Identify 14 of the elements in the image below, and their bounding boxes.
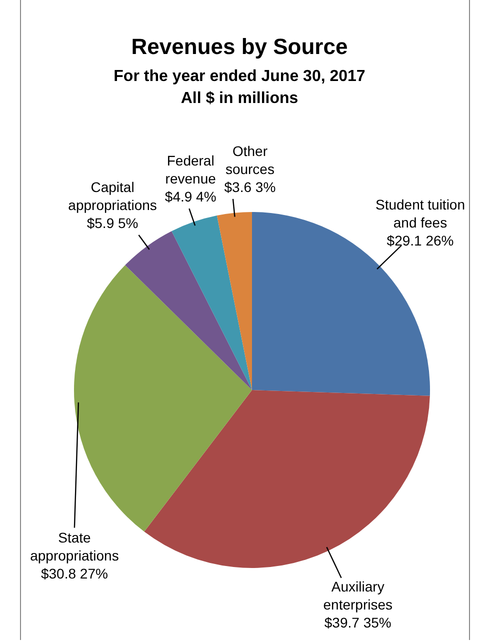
slice-label: Student tuition and fees (375, 196, 466, 231)
slice-label: Federal revenue (165, 152, 216, 186)
data-label: $4.9 4% (164, 188, 216, 204)
chart-title: Revenues by Source (130, 34, 349, 60)
slice-label: State appropriations (30, 530, 119, 564)
slice-label: Auxiliary enterprises (323, 578, 392, 613)
data-label: $39.7 35% (324, 614, 392, 631)
slice-label: Capital appropriations (68, 178, 157, 213)
chart-subtitle: For the year ended June 30, 2017 All $ in millions (112, 67, 366, 109)
data-label: $29.1 26% (386, 232, 454, 249)
slice-label: Other sources (225, 142, 274, 177)
data-label: $5.9 5% (86, 214, 138, 231)
data-label: $3.6 3% (224, 178, 276, 195)
data-label: $30.8 27% (40, 566, 108, 582)
